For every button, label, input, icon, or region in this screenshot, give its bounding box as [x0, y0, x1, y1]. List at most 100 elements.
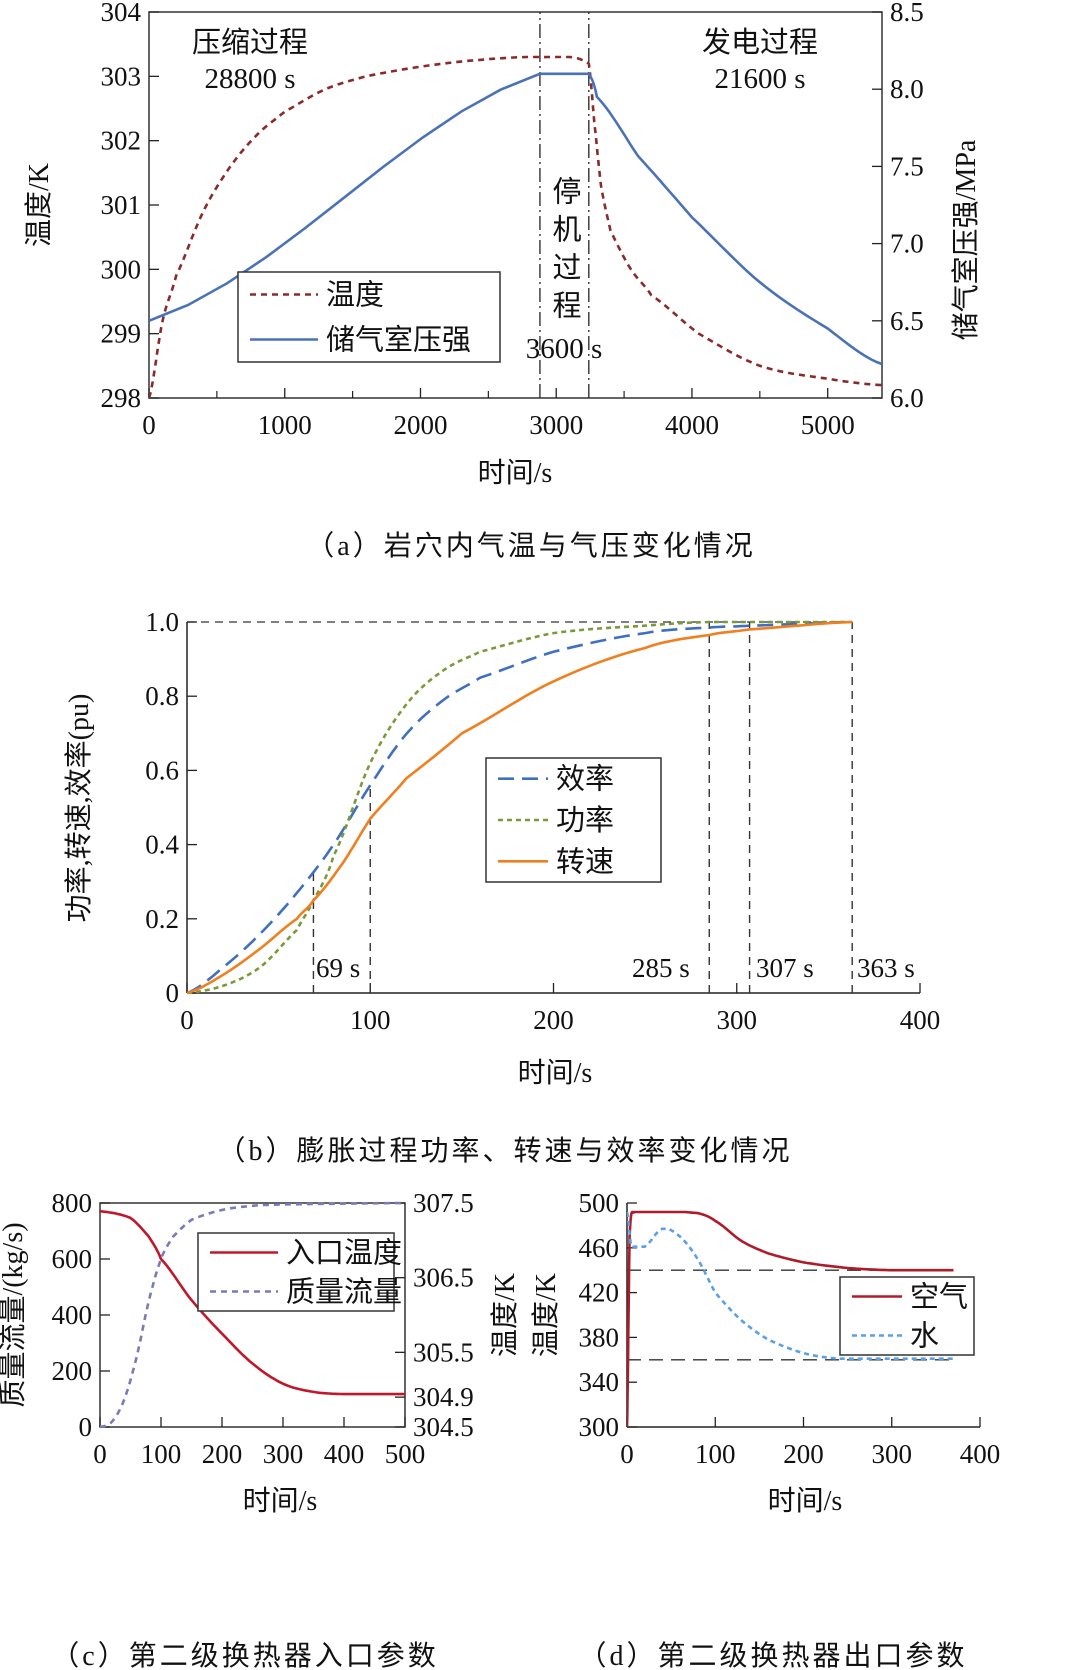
y-tick-label: 800: [52, 1188, 93, 1218]
series-line-2: [100, 1201, 405, 1429]
y-tick-label: 302: [101, 126, 142, 156]
y-tick-label: 0.6: [145, 755, 179, 785]
y-tick-label: 500: [579, 1188, 620, 1218]
y-tick-label: 380: [579, 1322, 620, 1352]
annotation-value: 21600 s: [714, 63, 805, 95]
y-tick-label: 299: [101, 319, 142, 349]
x-axis-label: 时间/s: [243, 1485, 318, 1517]
y2-tick-label: 7.0: [890, 229, 924, 259]
y2-tick-label: 8.5: [890, 0, 924, 27]
series-line-2: [627, 1211, 954, 1360]
y-axis-label: 温度/K: [23, 163, 55, 247]
legend-box: [197, 1232, 395, 1312]
x-tick-label: 300: [263, 1439, 304, 1469]
series-line-1: [100, 1209, 405, 1396]
annotation-label-vertical: 停机过程: [548, 176, 582, 328]
x-tick-label: 5000: [801, 410, 855, 440]
vline-label: 307 s: [756, 953, 814, 983]
legend-label: 质量流量: [286, 1276, 402, 1309]
y-tick-label: 298: [101, 383, 142, 413]
y-tick-label: 420: [579, 1278, 620, 1308]
legend-label: 效率: [556, 763, 614, 796]
y2-tick-label: 8.0: [890, 74, 924, 104]
x-tick-label: 0: [142, 410, 156, 440]
x-tick-label: 3000: [529, 410, 583, 440]
y-tick-label: 0: [166, 978, 180, 1008]
y-tick-label: 301: [101, 190, 142, 220]
y2-axis-label: 温度/K: [489, 1273, 521, 1357]
y-tick-label: 600: [52, 1244, 93, 1274]
series-line-3: [187, 620, 853, 995]
y2-tick-label: 306.5: [413, 1263, 474, 1293]
y-tick-label: 300: [579, 1412, 620, 1442]
y-tick-label: 303: [101, 61, 142, 91]
x-tick-label: 200: [202, 1439, 243, 1469]
y-axis-label: 温度/K: [530, 1273, 562, 1357]
x-tick-label: 300: [717, 1005, 758, 1035]
y-tick-label: 400: [52, 1300, 93, 1330]
x-tick-label: 300: [872, 1439, 913, 1469]
chart-caption: （b）膨胀过程功率、转速与效率变化情况: [217, 1135, 792, 1167]
y-axis-label: 功率,转速,效率(pu): [63, 694, 95, 923]
series-line-1: [187, 620, 853, 995]
legend-label: 温度: [326, 279, 384, 312]
chart-caption: （a）岩穴内气温与气压变化情况: [306, 530, 755, 562]
series-line-2: [149, 72, 882, 366]
y2-tick-label: 307.5: [413, 1188, 474, 1218]
chart-caption: （d）第二级换热器出口参数: [578, 1640, 967, 1670]
legend-label: 入口温度: [286, 1237, 402, 1270]
series-line-1: [149, 55, 882, 399]
x-tick-label: 100: [695, 1439, 736, 1469]
x-axis-label: 时间/s: [518, 1057, 593, 1089]
chart-panel-d: 0 100 200 300 400 300 340 380 420 460 500 时间/s 温度/K （…: [530, 1188, 1000, 1670]
x-axis-label: 时间/s: [768, 1485, 843, 1517]
x-tick-label: 0: [620, 1439, 634, 1469]
y-tick-label: 340: [579, 1367, 620, 1397]
x-tick-label: 4000: [665, 410, 719, 440]
x-tick-label: 400: [324, 1439, 365, 1469]
x-tick-label: 100: [141, 1439, 182, 1469]
annotation-value: 28800 s: [204, 63, 295, 95]
x-tick-label: 400: [960, 1439, 1001, 1469]
legend: 空气水: [839, 1276, 975, 1356]
x-tick-label: 100: [350, 1005, 391, 1035]
vline-label: 69 s: [316, 953, 360, 983]
x-tick-label: 200: [533, 1005, 574, 1035]
chart-caption: （c）第二级换热器入口参数: [51, 1640, 438, 1670]
legend-label: 水: [910, 1320, 939, 1353]
chart-panel-b: 0 100 200 300 400 0 0.2 0.4 0.6 0.8 1.0 时间/s 功率,转速,效…: [63, 607, 940, 1167]
legend-label: 功率: [556, 804, 614, 837]
series-line-2: [187, 620, 853, 995]
y-tick-label: 304: [101, 0, 142, 27]
chart-panel-a: 0 1000 2000 3000 4000 5000 298 299 300 301 302 303 3…: [23, 0, 982, 562]
y2-tick-label: 7.5: [890, 151, 924, 181]
y2-tick-label: 305.5: [413, 1337, 474, 1367]
x-tick-label: 2000: [393, 410, 447, 440]
vline-label: 285 s: [632, 953, 690, 983]
legend-box: [237, 271, 501, 363]
legend-label: 转速: [556, 845, 614, 878]
y-tick-label: 1.0: [145, 607, 179, 637]
y-tick-label: 300: [101, 254, 142, 284]
series-line-1: [627, 1210, 954, 1428]
x-axis-label: 时间/s: [478, 457, 553, 489]
y-axis-label: 质量流量/(kg/s): [0, 1222, 29, 1407]
x-tick-label: 500: [385, 1439, 426, 1469]
y-tick-label: 200: [52, 1356, 93, 1386]
y-tick-label: 460: [579, 1233, 620, 1263]
y2-tick-label: 6.5: [890, 306, 924, 336]
legend-box: [839, 1276, 975, 1356]
annotation-value: 3600 s: [526, 333, 603, 365]
y2-axis-label: 储气室压强/MPa: [950, 139, 982, 340]
y-tick-label: 0.4: [145, 830, 179, 860]
x-tick-label: 400: [900, 1005, 941, 1035]
x-tick-label: 1000: [258, 410, 312, 440]
x-tick-label: 200: [783, 1439, 824, 1469]
y-tick-label: 0.2: [145, 904, 179, 934]
x-tick-label: 0: [180, 1005, 194, 1035]
